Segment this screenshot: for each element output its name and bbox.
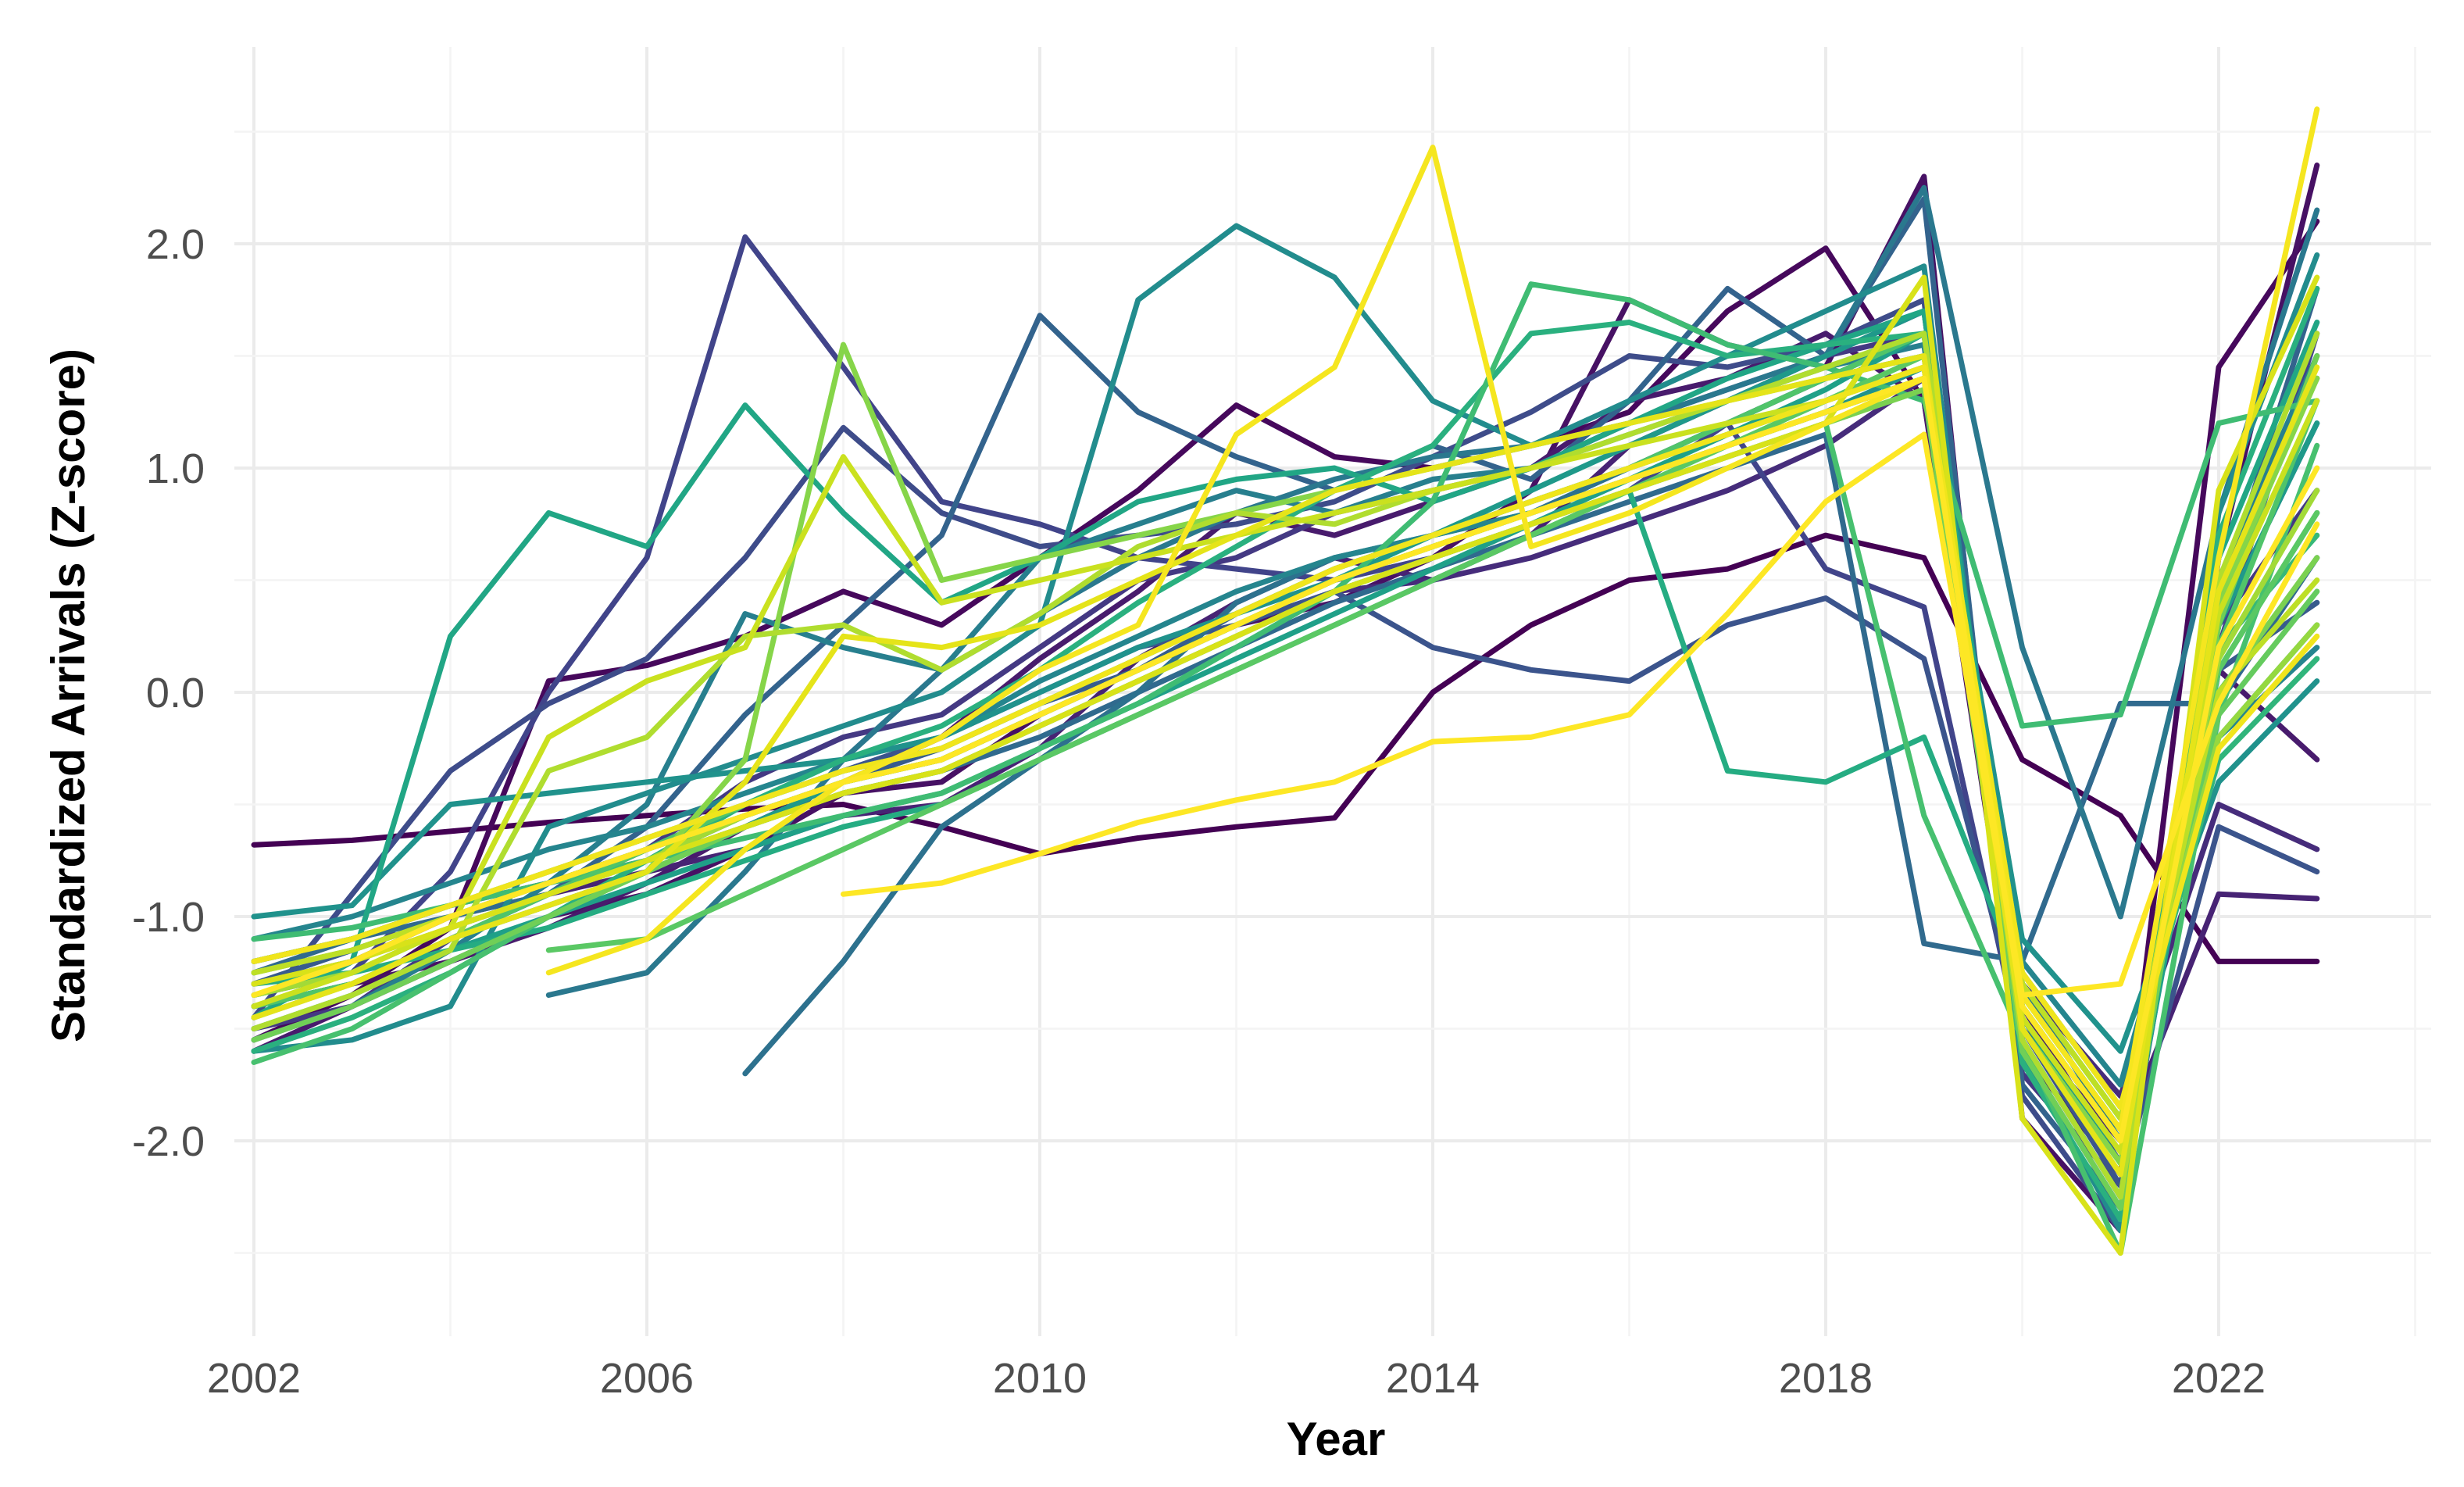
- series-line-14: [742, 353, 2320, 1144]
- series-line-11: [251, 331, 2320, 1144]
- series-line-12: [251, 196, 2320, 1211]
- x-axis-ticks: 2002 2006 2010 2014 2018 2022: [207, 1355, 2266, 1402]
- series-line-29: [251, 331, 2320, 1178]
- series-line-36: [251, 375, 2320, 1144]
- series-line-44: [841, 431, 2320, 998]
- y-tick-label: 1.0: [146, 445, 205, 492]
- series-line-20: [251, 308, 2320, 1167]
- series-line-4: [251, 331, 2320, 1167]
- y-axis-title: Standardized Arrivals (Z-score): [42, 349, 95, 1042]
- x-tick-label: 2010: [993, 1355, 1087, 1402]
- series-line-39: [251, 364, 2320, 1155]
- x-tick-label: 2018: [1779, 1355, 1873, 1402]
- y-tick-label: 2.0: [146, 221, 205, 268]
- x-tick-label: 2006: [600, 1355, 694, 1402]
- x-tick-label: 2002: [207, 1355, 301, 1402]
- x-tick-label: 2014: [1386, 1355, 1480, 1402]
- series-line-7: [251, 331, 2320, 1189]
- y-tick-label: 0.0: [146, 670, 205, 717]
- series-line-26: [251, 375, 2320, 1133]
- y-axis-ticks: -2.0 -1.0 0.0 1.0 2.0: [132, 221, 205, 1165]
- y-tick-label: -1.0: [132, 894, 205, 941]
- series-line-45: [251, 375, 2320, 1144]
- x-axis-title: Year: [1287, 1413, 1386, 1465]
- series-lines: [251, 106, 2320, 1256]
- series-line-8: [251, 234, 2320, 1211]
- y-tick-label: -2.0: [132, 1118, 205, 1165]
- series-line-32: [251, 353, 2320, 1211]
- x-tick-label: 2022: [2172, 1355, 2266, 1402]
- series-line-37: [251, 331, 2320, 1200]
